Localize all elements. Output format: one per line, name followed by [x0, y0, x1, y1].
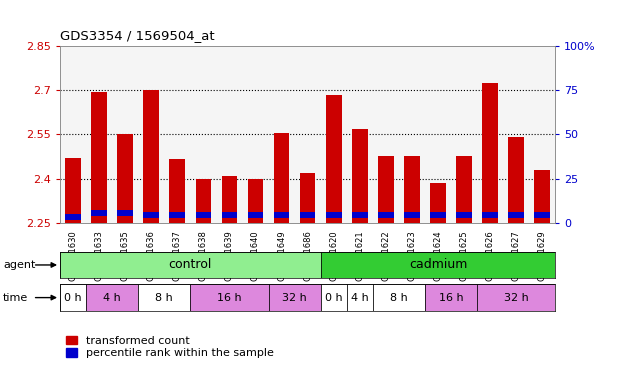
Bar — [60, 284, 86, 311]
Bar — [65, 158, 81, 223]
Bar — [269, 284, 321, 311]
Bar — [482, 83, 498, 223]
Bar — [300, 173, 316, 223]
Bar — [456, 212, 472, 218]
Bar — [60, 252, 321, 278]
Text: GDS3354 / 1569504_at: GDS3354 / 1569504_at — [60, 29, 215, 42]
Bar — [221, 175, 237, 223]
Bar — [247, 179, 263, 223]
Bar — [300, 212, 316, 218]
Legend: transformed count, percentile rank within the sample: transformed count, percentile rank withi… — [66, 336, 273, 358]
Bar — [91, 210, 107, 216]
Bar — [404, 212, 420, 218]
Bar — [534, 170, 550, 223]
Text: 16 h: 16 h — [439, 293, 463, 303]
Bar — [117, 210, 133, 216]
Bar — [170, 212, 185, 218]
Text: time: time — [3, 293, 28, 303]
Bar — [346, 284, 373, 311]
Bar — [196, 212, 211, 218]
Text: 0 h: 0 h — [325, 293, 343, 303]
Bar — [425, 284, 477, 311]
Bar — [509, 212, 524, 218]
Bar — [143, 212, 159, 218]
Bar — [170, 159, 185, 223]
Bar — [196, 179, 211, 223]
Text: 4 h: 4 h — [103, 293, 121, 303]
Bar — [352, 129, 368, 223]
Text: 16 h: 16 h — [217, 293, 242, 303]
Bar — [143, 90, 159, 223]
Bar — [321, 284, 346, 311]
Bar — [274, 212, 290, 218]
Text: control: control — [168, 258, 212, 271]
Bar — [138, 284, 191, 311]
Text: 8 h: 8 h — [155, 293, 173, 303]
Bar — [117, 134, 133, 223]
Bar — [274, 133, 290, 223]
Text: agent: agent — [3, 260, 35, 270]
Text: 32 h: 32 h — [504, 293, 529, 303]
Text: 32 h: 32 h — [282, 293, 307, 303]
Bar — [430, 183, 445, 223]
Bar — [430, 212, 445, 218]
Bar — [91, 92, 107, 223]
Text: 8 h: 8 h — [390, 293, 408, 303]
Bar — [321, 252, 555, 278]
Bar — [247, 212, 263, 218]
Bar — [191, 284, 269, 311]
Bar — [404, 157, 420, 223]
Bar — [456, 157, 472, 223]
Text: cadmium: cadmium — [409, 258, 467, 271]
Bar — [534, 212, 550, 218]
Bar — [373, 284, 425, 311]
Bar — [65, 215, 81, 220]
Bar — [482, 212, 498, 218]
Bar — [326, 212, 341, 218]
Bar — [352, 212, 368, 218]
Bar — [221, 212, 237, 218]
Bar — [509, 137, 524, 223]
Bar — [477, 284, 555, 311]
Bar — [378, 157, 394, 223]
Text: 0 h: 0 h — [64, 293, 82, 303]
Bar — [326, 95, 341, 223]
Bar — [378, 212, 394, 218]
Text: 4 h: 4 h — [351, 293, 369, 303]
Bar — [86, 284, 138, 311]
